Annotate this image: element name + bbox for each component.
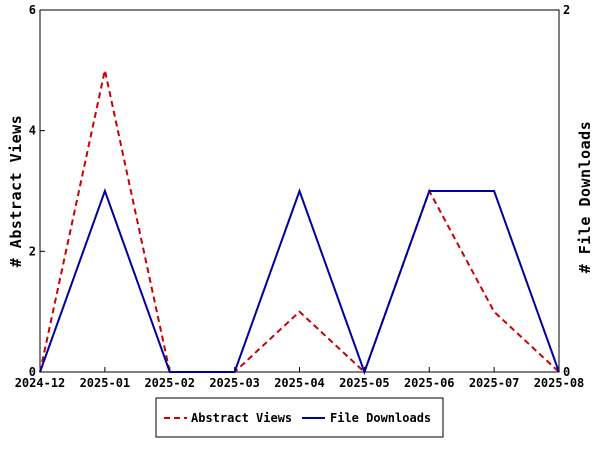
x-tick-label: 2024-12 (15, 376, 66, 390)
left-y-tick-label: 4 (29, 124, 36, 138)
legend-label-file-downloads: File Downloads (330, 411, 431, 425)
x-tick-label: 2025-02 (144, 376, 195, 390)
legend-label-abstract-views: Abstract Views (191, 411, 292, 425)
x-tick-label: 2025-07 (469, 376, 520, 390)
x-tick-label: 2025-04 (274, 376, 325, 390)
series-lines (39, 70, 560, 375)
series-line-abstract-views (39, 70, 560, 374)
right-y-tick-label: 0 (563, 365, 570, 379)
right-axis-title: # File Downloads (576, 121, 594, 274)
x-tick-label: 2025-06 (404, 376, 455, 390)
left-y-tick-label: 0 (29, 365, 36, 379)
legend-box (155, 397, 444, 438)
x-tick-label: 2025-08 (534, 376, 585, 390)
left-axis-title: # Abstract Views (7, 115, 25, 268)
left-y-tick-label: 2 (29, 244, 36, 258)
left-y-tick-label: 6 (29, 3, 36, 17)
axis-ticks: 2024-12 2025-01 2025-02 2025-03 2025-04 2025-… (15, 3, 585, 390)
x-tick-label: 2025-05 (339, 376, 390, 390)
legend: Abstract Views File Downloads (155, 397, 444, 438)
right-y-tick-label: 2 (563, 3, 570, 17)
x-tick-label: 2025-03 (209, 376, 260, 390)
series-line-file-downloads (39, 188, 560, 375)
x-tick-label: 2025-01 (80, 376, 131, 390)
